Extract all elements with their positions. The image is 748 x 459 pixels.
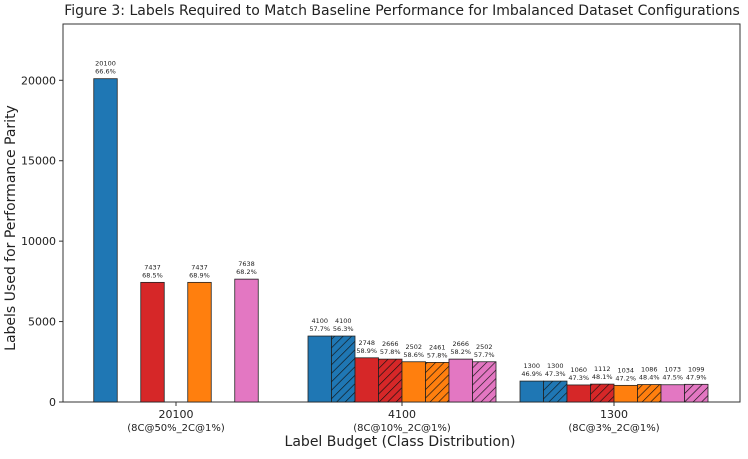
bar bbox=[566, 384, 591, 403]
bar-value-label: 1300 bbox=[523, 362, 540, 370]
x-tick-sublabel: (8C@50%_2C@1%) bbox=[127, 423, 225, 434]
y-tick-label: 15000 bbox=[21, 155, 56, 168]
bar-value-label: 2666 bbox=[382, 340, 399, 348]
bar-value-label: 7638 bbox=[238, 260, 255, 268]
y-tick-label: 20000 bbox=[21, 74, 56, 87]
bar bbox=[613, 384, 638, 403]
bar-pct-label: 47.3% bbox=[545, 370, 566, 378]
bar-pct-label: 68.5% bbox=[142, 271, 163, 279]
bar-pct-label: 47.9% bbox=[686, 373, 707, 381]
bar bbox=[354, 357, 379, 403]
y-tick-label: 5000 bbox=[28, 316, 56, 329]
y-axis-label: Labels Used for Performance Parity bbox=[3, 105, 19, 351]
bar-pct-label: 57.8% bbox=[380, 348, 401, 356]
bar-value-label: 7437 bbox=[144, 263, 161, 271]
bar-value-label: 2666 bbox=[452, 340, 469, 348]
bar-value-label: 4100 bbox=[335, 317, 352, 325]
bar-value-label: 2502 bbox=[476, 343, 493, 351]
bar bbox=[660, 384, 685, 403]
bar bbox=[93, 78, 118, 403]
bar bbox=[519, 380, 544, 403]
bar-hatch bbox=[331, 336, 355, 402]
chart-title: Figure 3: Labels Required to Match Basel… bbox=[64, 3, 740, 19]
bar bbox=[187, 281, 212, 403]
bar-hatch bbox=[590, 384, 614, 402]
bar-pct-label: 57.7% bbox=[474, 351, 495, 359]
bar bbox=[448, 358, 473, 403]
bar-value-label: 1099 bbox=[688, 365, 705, 373]
bar-pct-label: 48.1% bbox=[592, 373, 613, 381]
bar-value-label: 7437 bbox=[191, 263, 208, 271]
bar-pct-label: 58.2% bbox=[450, 348, 471, 356]
bar bbox=[401, 361, 426, 403]
bar bbox=[140, 281, 165, 403]
bar-pct-label: 66.6% bbox=[95, 68, 116, 76]
bar-value-label: 2748 bbox=[358, 339, 375, 347]
bar-pct-label: 48.4% bbox=[639, 374, 660, 382]
bar-value-label: 2461 bbox=[429, 343, 446, 351]
bar-hatch bbox=[684, 384, 708, 402]
y-tick-label: 0 bbox=[49, 396, 56, 409]
bar-pct-label: 56.3% bbox=[333, 325, 354, 333]
bar-pct-label: 46.9% bbox=[521, 370, 542, 378]
bar-pct-label: 47.5% bbox=[662, 374, 683, 382]
x-tick-label: 1300 bbox=[600, 408, 628, 421]
x-tick-sublabel: (8C@10%_2C@1%) bbox=[353, 423, 451, 434]
bar-pct-label: 57.8% bbox=[427, 351, 448, 359]
y-tick-label: 10000 bbox=[21, 235, 56, 248]
bar-pct-label: 58.6% bbox=[403, 351, 424, 359]
bar-pct-label: 47.2% bbox=[615, 374, 636, 382]
x-tick-sublabel: (8C@3%_2C@1%) bbox=[568, 423, 659, 434]
x-tick-label: 4100 bbox=[388, 408, 416, 421]
bar-value-label: 1112 bbox=[594, 365, 611, 373]
bar-value-label: 1060 bbox=[570, 366, 587, 374]
bar-hatch bbox=[543, 381, 567, 402]
bar bbox=[307, 335, 332, 403]
bar-value-label: 2502 bbox=[405, 343, 422, 351]
bar-value-label: 1086 bbox=[641, 366, 658, 374]
bar-value-label: 1034 bbox=[617, 366, 634, 374]
bar-pct-label: 57.7% bbox=[309, 325, 330, 333]
bar-value-label: 1300 bbox=[547, 362, 564, 370]
bar-pct-label: 58.9% bbox=[356, 347, 377, 355]
bar-pct-label: 47.3% bbox=[568, 374, 589, 382]
x-tick-label: 20100 bbox=[159, 408, 194, 421]
bar-hatch bbox=[637, 384, 661, 402]
bar bbox=[234, 278, 259, 403]
bar-pct-label: 68.9% bbox=[189, 271, 210, 279]
bar-hatch bbox=[378, 359, 402, 402]
bar-hatch bbox=[472, 361, 496, 402]
bar-value-label: 1073 bbox=[664, 366, 681, 374]
bar-hatch bbox=[425, 362, 449, 402]
bar-pct-label: 68.2% bbox=[236, 268, 257, 276]
bar-value-label: 4100 bbox=[311, 317, 328, 325]
plot-area: 050001000015000200002010066.6%743768.5%7… bbox=[21, 23, 741, 434]
x-axis-label: Label Budget (Class Distribution) bbox=[285, 434, 516, 450]
bar-value-label: 20100 bbox=[95, 60, 116, 68]
